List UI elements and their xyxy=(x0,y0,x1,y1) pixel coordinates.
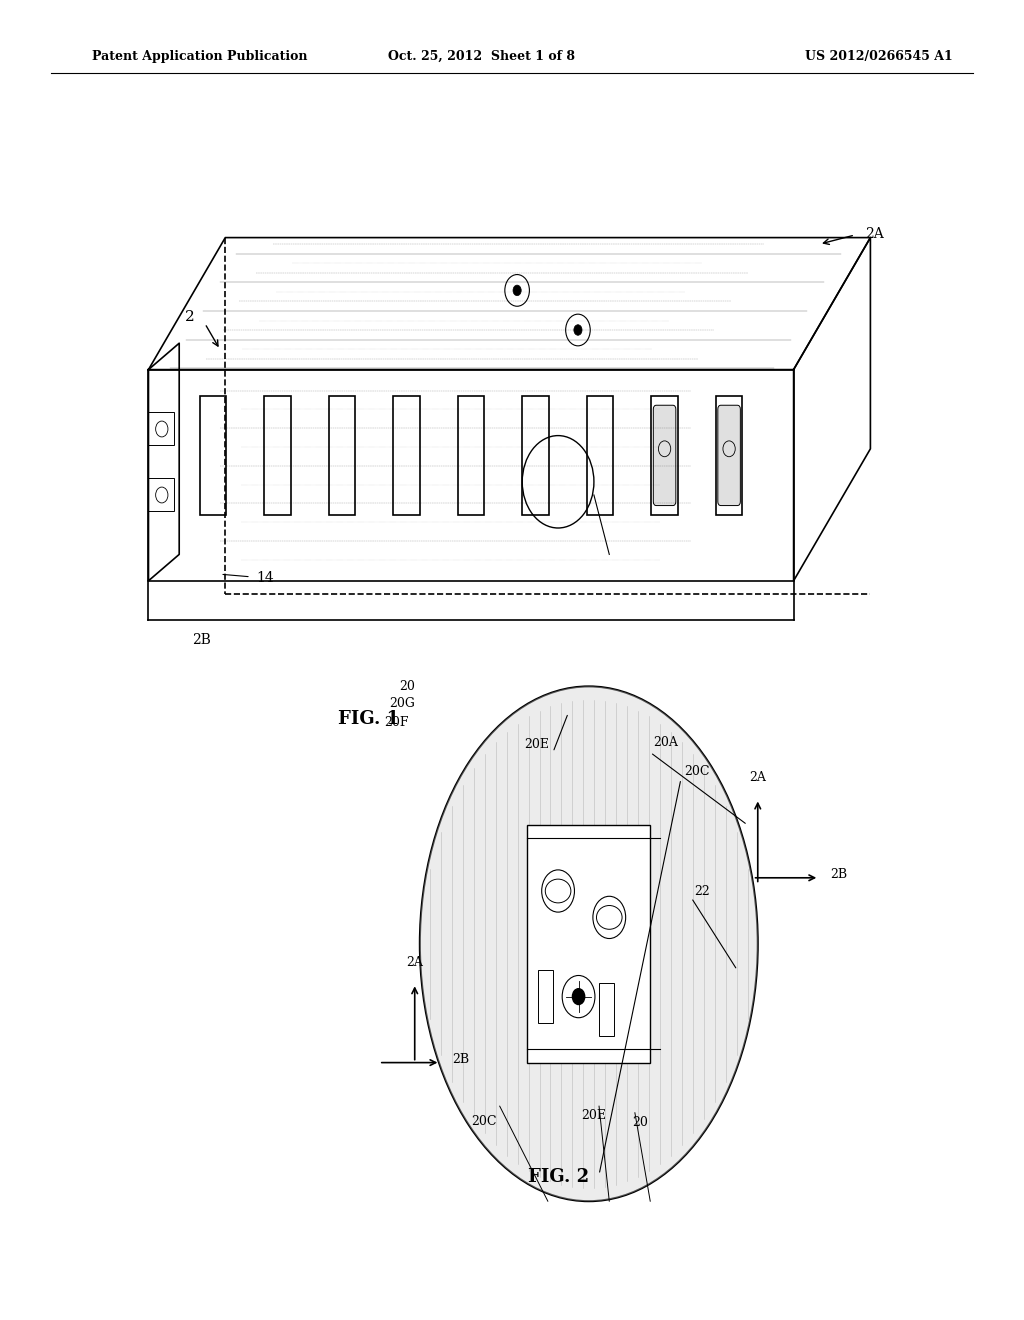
Bar xyxy=(393,396,420,515)
Text: 14: 14 xyxy=(256,572,273,585)
Bar xyxy=(458,396,484,515)
Text: 2B: 2B xyxy=(193,634,211,647)
Bar xyxy=(200,396,226,515)
Bar xyxy=(148,478,174,511)
FancyBboxPatch shape xyxy=(718,405,740,506)
Text: Patent Application Publication: Patent Application Publication xyxy=(92,50,307,63)
Text: 20: 20 xyxy=(632,1115,648,1129)
Text: 20F: 20F xyxy=(384,715,409,729)
Text: Oct. 25, 2012  Sheet 1 of 8: Oct. 25, 2012 Sheet 1 of 8 xyxy=(388,50,574,63)
Text: 22: 22 xyxy=(694,884,710,898)
FancyBboxPatch shape xyxy=(653,405,676,506)
Text: 2A: 2A xyxy=(750,771,766,784)
Text: 20E: 20E xyxy=(582,1109,606,1122)
Bar xyxy=(522,396,549,515)
Bar xyxy=(716,396,742,515)
Bar xyxy=(587,396,613,515)
Bar xyxy=(651,396,678,515)
Bar xyxy=(538,970,553,1023)
Ellipse shape xyxy=(420,686,758,1201)
Circle shape xyxy=(603,909,615,925)
Text: 2A: 2A xyxy=(407,956,423,969)
Text: 20G: 20G xyxy=(389,697,415,710)
Text: 20A: 20A xyxy=(653,735,678,748)
Bar xyxy=(264,396,291,515)
Text: 2B: 2B xyxy=(830,867,848,880)
Text: 20E: 20E xyxy=(524,738,549,751)
Bar xyxy=(148,412,174,445)
Text: 20: 20 xyxy=(399,680,416,693)
Ellipse shape xyxy=(596,906,622,929)
Circle shape xyxy=(513,285,521,296)
Text: 2B: 2B xyxy=(453,1052,470,1065)
Circle shape xyxy=(573,325,582,335)
Bar xyxy=(599,983,614,1036)
Text: FIG. 2: FIG. 2 xyxy=(527,1168,589,1187)
Bar xyxy=(329,396,355,515)
Ellipse shape xyxy=(545,879,570,903)
Text: US 2012/0266545 A1: US 2012/0266545 A1 xyxy=(805,50,952,63)
Circle shape xyxy=(572,989,585,1005)
Polygon shape xyxy=(527,825,650,1063)
Circle shape xyxy=(552,883,564,899)
Text: FIG. 1: FIG. 1 xyxy=(338,710,399,729)
Text: 2: 2 xyxy=(184,310,195,323)
Text: 20C: 20C xyxy=(684,764,710,777)
Text: 20C: 20C xyxy=(471,1114,497,1127)
Text: 2A: 2A xyxy=(865,227,884,240)
